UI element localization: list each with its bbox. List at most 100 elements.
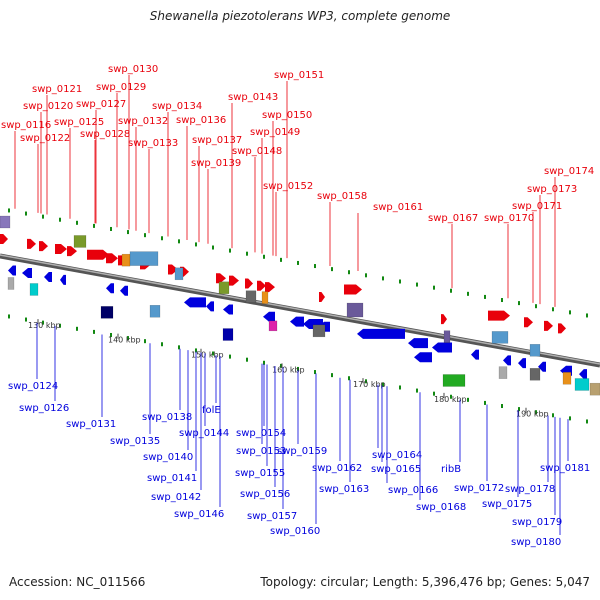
reverse-gene-arrow: [22, 267, 32, 278]
guide-dot: [348, 376, 350, 381]
guide-dot: [144, 233, 146, 238]
guide-dot: [535, 410, 537, 415]
guide-dot: [586, 313, 588, 318]
gene-label-bottom: swp_0179: [512, 517, 562, 528]
gene-label-bottom: ribB: [441, 464, 461, 475]
gene-label-bottom: swp_0140: [143, 452, 193, 463]
gene-label-top: swp_0120: [23, 101, 73, 112]
gene-label-bottom: swp_0138: [142, 412, 192, 423]
guide-dot: [348, 270, 350, 275]
gene-label-top: swp_0173: [527, 184, 577, 195]
guide-dot: [297, 366, 299, 371]
gene-label-top: swp_0161: [373, 202, 423, 213]
forward-gene-arrow: [265, 282, 275, 293]
guide-dot: [8, 208, 10, 213]
gene-label-top: swp_0152: [263, 181, 313, 192]
gene-label-bottom: swp_0142: [151, 492, 201, 503]
forward-gene-arrow: [524, 317, 533, 328]
accession-label: Accession: NC_011566: [9, 575, 146, 589]
scale-tick-label: 160 kbp: [272, 365, 305, 374]
guide-dot: [501, 404, 503, 409]
reverse-gene-arrow: [503, 355, 511, 366]
gene-label-bottom: swp_0180: [511, 537, 561, 548]
guide-dot: [569, 416, 571, 421]
feature-box: [312, 324, 326, 338]
guide-dot: [280, 257, 282, 262]
gene-label-top: swp_0143: [228, 92, 278, 103]
forward-gene-arrow: [87, 249, 109, 260]
guide-dot: [467, 291, 469, 296]
guide-dot: [484, 400, 486, 405]
guide-dot: [42, 214, 44, 219]
gene-label-bottom: swp_0135: [110, 436, 160, 447]
reverse-gene-arrow: [263, 311, 275, 322]
gene-label-top: swp_0133: [128, 138, 178, 149]
guide-dot: [76, 326, 78, 331]
gene-label-top: swp_0121: [32, 84, 82, 95]
guide-dot: [331, 373, 333, 378]
gene-label-bottom: swp_0157: [247, 511, 297, 522]
guide-dot: [280, 363, 282, 368]
gene-label-bottom: swp_0159: [277, 446, 327, 457]
reverse-gene-arrow: [60, 274, 66, 285]
gene-label-bottom: swp_0162: [312, 463, 362, 474]
gene-label-top: swp_0139: [191, 158, 241, 169]
reverse-gene-arrow: [471, 349, 479, 360]
gene-label-bottom: swp_0131: [66, 419, 116, 430]
guide-dot: [586, 419, 588, 424]
gene-label-top: swp_0149: [250, 127, 300, 138]
forward-gene-arrow: [27, 238, 36, 249]
feature-box: [529, 368, 541, 381]
gene-label-bottom: swp_0164: [372, 450, 422, 461]
forward-gene-arrow: [245, 278, 253, 289]
feature-box: [29, 283, 39, 296]
guide-dot: [416, 388, 418, 393]
feature-box: [529, 344, 541, 357]
guide-dot: [314, 264, 316, 269]
scale-tick-label: 150 kbp: [191, 351, 224, 360]
guide-dot: [161, 236, 163, 241]
guide-dot: [161, 342, 163, 347]
gene-label-bottom: swp_0154: [236, 428, 286, 439]
reverse-gene-arrow: [8, 265, 16, 276]
gene-label-top: swp_0132: [118, 116, 168, 127]
guide-dot: [450, 288, 452, 293]
forward-gene-arrow: [216, 273, 226, 284]
guide-dot: [518, 301, 520, 306]
forward-gene-arrow: [319, 291, 325, 302]
guide-dot: [195, 242, 197, 247]
guide-dot: [8, 314, 10, 319]
guide-dot: [127, 230, 129, 235]
feature-box: [149, 305, 161, 318]
feature-box: [222, 328, 234, 341]
guide-dot: [93, 329, 95, 334]
gene-label-top: swp_0171: [512, 201, 562, 212]
gene-label-bottom: swp_0146: [174, 509, 224, 520]
guide-dot: [59, 217, 61, 222]
feature-box: [268, 320, 278, 332]
guide-dot: [399, 385, 401, 390]
guide-dot: [59, 323, 61, 328]
gene-label-top: swp_0137: [192, 135, 242, 146]
scale-tick-label: 130 kbp: [28, 321, 61, 330]
guide-dot: [552, 307, 554, 312]
guide-dot: [178, 239, 180, 244]
gene-label-bottom: swp_0144: [179, 428, 229, 439]
guide-dot: [127, 336, 129, 341]
reverse-gene-arrow: [223, 304, 233, 315]
guide-dot: [416, 282, 418, 287]
forward-gene-arrow: [344, 284, 362, 295]
forward-gene-arrow: [0, 234, 8, 244]
guide-dot: [450, 394, 452, 399]
reverse-gene-arrow: [518, 358, 526, 369]
gene-label-top: swp_0116: [1, 120, 51, 131]
gene-label-top: swp_0151: [274, 70, 324, 81]
feature-box: [261, 291, 269, 304]
guide-dot: [331, 267, 333, 272]
guide-dot: [263, 360, 265, 365]
guide-dot: [382, 382, 384, 387]
gene-label-top: swp_0130: [108, 64, 158, 75]
guide-dot: [110, 226, 112, 231]
